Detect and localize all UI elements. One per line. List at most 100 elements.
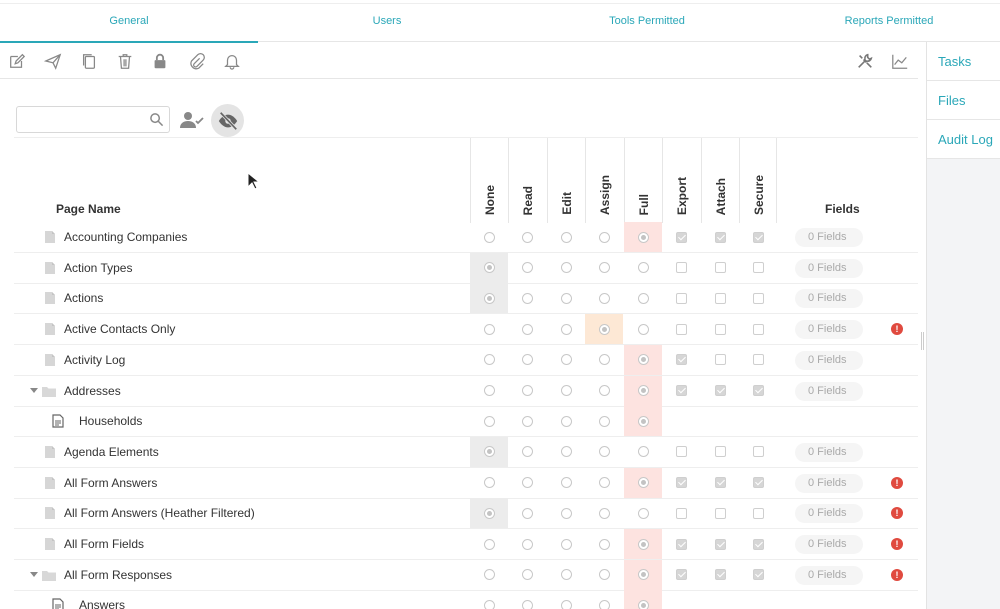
bell-icon[interactable] — [222, 51, 242, 71]
fields-badge[interactable]: 0 Fields — [795, 535, 863, 554]
radio-edit[interactable] — [560, 446, 572, 458]
checkbox-secure[interactable] — [752, 354, 764, 366]
tab-tools-permitted[interactable]: Tools Permitted — [609, 15, 685, 27]
radio-edit[interactable] — [560, 354, 572, 366]
expand-caret-icon[interactable] — [30, 571, 38, 577]
radio-full[interactable] — [637, 262, 649, 274]
radio-read[interactable] — [521, 538, 533, 550]
tab-general[interactable]: General — [0, 0, 258, 43]
radio-edit[interactable] — [560, 323, 572, 335]
radio-assign[interactable] — [598, 507, 610, 519]
checkbox-attach[interactable] — [714, 446, 726, 458]
radio-edit[interactable] — [560, 507, 572, 519]
page-name[interactable]: Agenda Elements — [64, 444, 159, 459]
radio-assign[interactable] — [598, 262, 610, 274]
radio-none[interactable] — [483, 231, 495, 243]
radio-none[interactable] — [483, 477, 495, 489]
radio-none[interactable] — [483, 599, 495, 609]
radio-read[interactable] — [521, 446, 533, 458]
radio-none[interactable] — [483, 292, 495, 304]
checkbox-attach[interactable] — [714, 477, 726, 489]
page-name[interactable]: Activity Log — [64, 352, 126, 367]
radio-edit[interactable] — [560, 292, 572, 304]
warning-icon[interactable]: ! — [891, 476, 903, 489]
radio-edit[interactable] — [560, 262, 572, 274]
checkbox-export[interactable] — [675, 262, 687, 274]
radio-full[interactable] — [637, 477, 649, 489]
checkbox-secure[interactable] — [752, 569, 764, 581]
copy-icon[interactable] — [79, 51, 99, 71]
checkbox-export[interactable] — [675, 446, 687, 458]
radio-full[interactable] — [637, 415, 649, 427]
radio-read[interactable] — [521, 323, 533, 335]
fields-badge[interactable]: 0 Fields — [795, 289, 863, 309]
fields-badge[interactable]: 0 Fields — [795, 350, 863, 370]
radio-assign[interactable] — [598, 323, 610, 335]
checkbox-secure[interactable] — [752, 477, 764, 489]
panel-resize-handle[interactable] — [921, 332, 924, 350]
fields-badge[interactable]: 0 Fields — [795, 320, 863, 340]
search-input[interactable] — [17, 107, 145, 132]
search-icon[interactable] — [149, 112, 164, 127]
checkbox-secure[interactable] — [752, 262, 764, 274]
radio-read[interactable] — [521, 354, 533, 366]
radio-edit[interactable] — [560, 569, 572, 581]
page-name[interactable]: Actions — [64, 291, 104, 306]
radio-read[interactable] — [521, 599, 533, 609]
fields-badge[interactable]: 0 Fields — [795, 381, 863, 401]
radio-full[interactable] — [637, 569, 649, 581]
tab-reports-permitted[interactable]: Reports Permitted — [844, 15, 934, 27]
page-name[interactable]: Accounting Companies — [64, 230, 188, 244]
edit-icon[interactable] — [7, 51, 27, 71]
warning-icon[interactable]: ! — [891, 323, 903, 336]
radio-edit[interactable] — [560, 538, 572, 550]
checkbox-secure[interactable] — [752, 507, 764, 519]
radio-assign[interactable] — [598, 354, 610, 366]
radio-read[interactable] — [521, 231, 533, 243]
fields-badge[interactable]: 0 Fields — [795, 442, 863, 462]
fields-badge[interactable]: 0 Fields — [795, 565, 863, 585]
trash-icon[interactable] — [115, 51, 135, 71]
radio-read[interactable] — [521, 477, 533, 489]
fields-badge[interactable]: 0 Fields — [795, 504, 863, 524]
radio-full[interactable] — [637, 292, 649, 304]
radio-none[interactable] — [483, 415, 495, 427]
radio-read[interactable] — [521, 292, 533, 304]
radio-edit[interactable] — [560, 477, 572, 489]
checkbox-export[interactable] — [675, 477, 687, 489]
side-panel-tasks[interactable]: Tasks — [927, 42, 1000, 81]
radio-edit[interactable] — [560, 599, 572, 609]
radio-read[interactable] — [521, 385, 533, 396]
radio-assign[interactable] — [598, 477, 610, 489]
radio-full[interactable] — [637, 446, 649, 458]
radio-none[interactable] — [483, 385, 495, 396]
radio-full[interactable] — [637, 599, 649, 609]
page-name[interactable]: Households — [79, 414, 143, 429]
send-icon[interactable] — [43, 51, 63, 71]
radio-assign[interactable] — [598, 385, 610, 396]
radio-assign[interactable] — [598, 292, 610, 304]
checkbox-export[interactable] — [675, 538, 687, 550]
paperclip-icon[interactable] — [186, 51, 206, 71]
page-name[interactable]: All Form Responses — [64, 567, 173, 582]
page-name[interactable]: Answers — [79, 598, 126, 609]
radio-none[interactable] — [483, 538, 495, 550]
checkbox-export[interactable] — [675, 507, 687, 519]
side-panel-audit-log[interactable]: Audit Log — [927, 120, 1000, 159]
radio-read[interactable] — [521, 415, 533, 427]
radio-full[interactable] — [637, 507, 649, 519]
checkbox-secure[interactable] — [752, 538, 764, 550]
page-name[interactable]: All Form Answers (Heather Filtered) — [64, 506, 255, 521]
page-name[interactable]: Action Types — [64, 260, 133, 275]
checkbox-attach[interactable] — [714, 385, 726, 396]
checkbox-secure[interactable] — [752, 385, 764, 396]
radio-none[interactable] — [483, 507, 495, 519]
radio-none[interactable] — [483, 323, 495, 335]
checkbox-attach[interactable] — [714, 538, 726, 550]
expand-caret-icon[interactable] — [30, 387, 38, 393]
radio-read[interactable] — [521, 507, 533, 519]
radio-none[interactable] — [483, 262, 495, 274]
radio-none[interactable] — [483, 569, 495, 581]
checkbox-attach[interactable] — [714, 507, 726, 519]
checkbox-attach[interactable] — [714, 292, 726, 304]
